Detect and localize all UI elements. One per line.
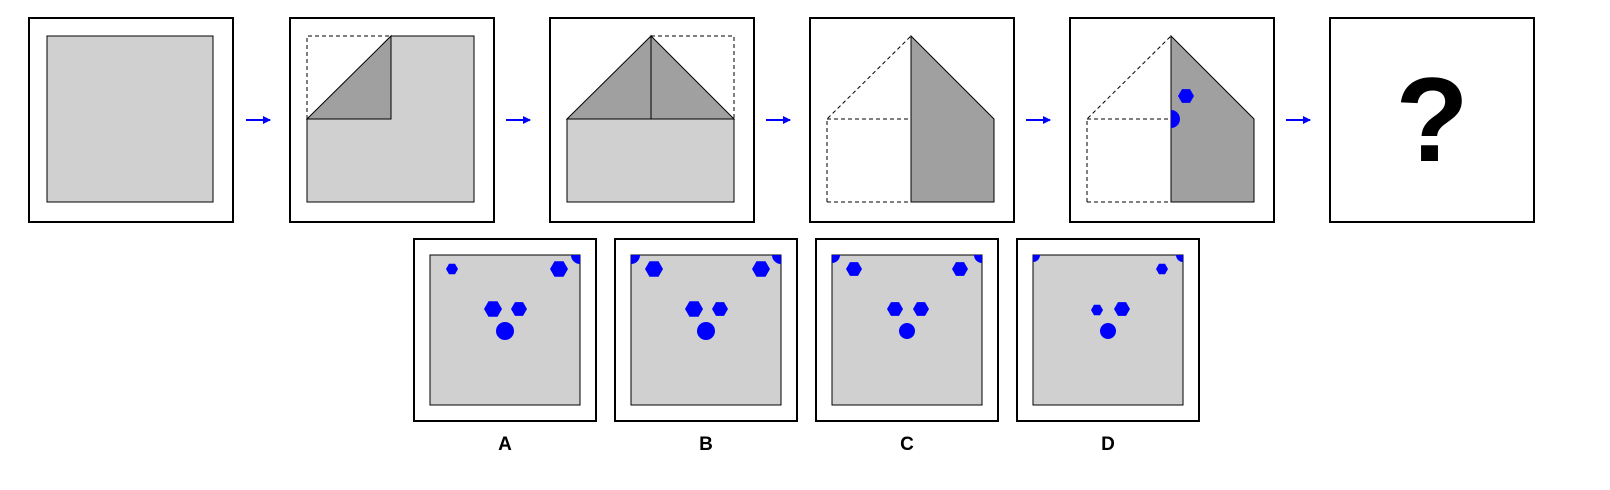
corner-quarter-circle-hole: [631, 255, 640, 264]
large-hexagon-hole: [484, 301, 502, 317]
step-5-holes-punched: [1069, 17, 1275, 223]
hexagon-hole: [952, 262, 968, 276]
paper-sheet: [566, 118, 735, 203]
folded-paper: [910, 34, 995, 203]
hexagon-hole: [712, 302, 728, 316]
folded-flap: [305, 34, 392, 120]
panel-frame: [1329, 17, 1535, 223]
step-4-left-half-folded: [809, 17, 1015, 223]
option-c[interactable]: C: [815, 238, 999, 455]
corner-quarter-circle-hole: [832, 255, 840, 263]
folded-flap: [650, 34, 736, 120]
corner-quarter-circle-hole: [1033, 255, 1040, 262]
large-hexagon-hole: [685, 301, 703, 317]
step-3-top-right-corner-folded: [549, 17, 755, 223]
hexagon-hole: [913, 302, 929, 316]
large-hexagon-hole: [645, 261, 663, 277]
option-b[interactable]: B: [614, 238, 798, 455]
question-mark: ?: [1395, 53, 1468, 187]
option-label: A: [498, 434, 512, 455]
large-hexagon-hole: [550, 261, 568, 277]
punched-hexagon-hole: [1178, 89, 1194, 103]
hexagon-hole: [511, 302, 527, 316]
hexagon-hole: [1114, 302, 1130, 316]
large-hexagon-hole: [752, 261, 770, 277]
small-hexagon-hole: [1156, 263, 1168, 275]
paper-sheet: [46, 35, 214, 203]
circle-hole: [1100, 323, 1116, 339]
option-label: C: [900, 434, 914, 455]
small-hexagon-hole: [1091, 304, 1103, 316]
corner-quarter-circle-hole: [974, 255, 982, 263]
corner-quarter-circle-hole: [772, 255, 781, 264]
hexagon-hole: [887, 302, 903, 316]
circle-hole: [496, 322, 514, 340]
corner-quarter-circle-hole: [571, 255, 580, 264]
step-6-unknown: ?: [1329, 17, 1535, 223]
step-2-top-left-corner-folded: [289, 17, 495, 223]
option-a[interactable]: A: [413, 238, 597, 455]
option-d[interactable]: D: [1016, 238, 1200, 455]
fold-outline-dashed: [826, 35, 912, 203]
circle-hole: [899, 323, 915, 339]
fold-outline-dashed: [1086, 35, 1172, 203]
step-1-unfolded-sheet: [28, 17, 234, 223]
small-hexagon-hole: [446, 263, 458, 275]
option-label: B: [699, 434, 713, 455]
punched-half-circle-hole: [1171, 110, 1180, 128]
circle-hole: [697, 322, 715, 340]
hexagon-hole: [846, 262, 862, 276]
option-label: D: [1101, 434, 1115, 455]
folded-paper: [1170, 34, 1255, 203]
corner-quarter-circle-hole: [1176, 255, 1183, 262]
